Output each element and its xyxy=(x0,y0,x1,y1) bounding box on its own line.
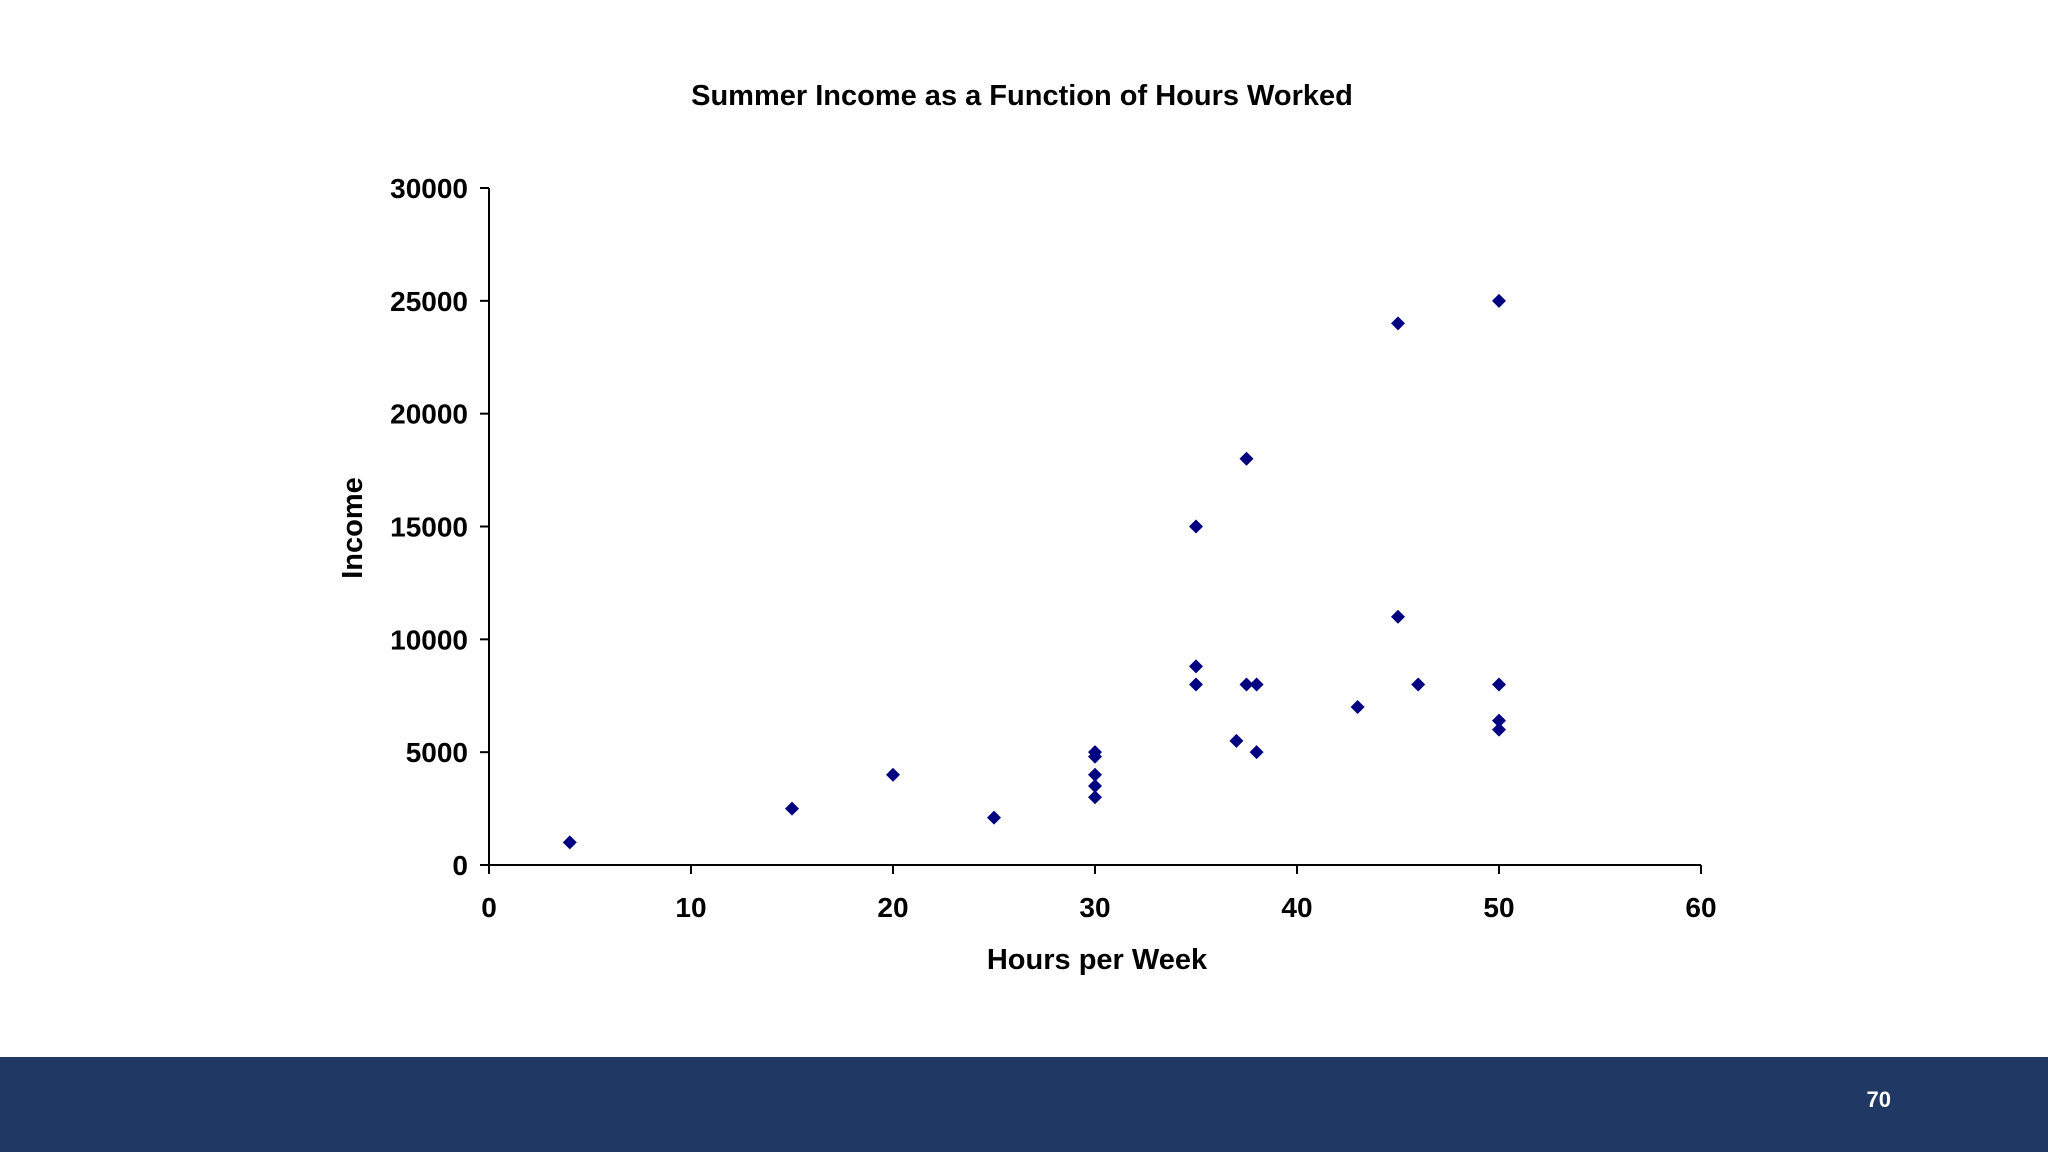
x-tick-label: 60 xyxy=(1685,892,1716,923)
y-tick-label: 15000 xyxy=(390,512,468,543)
x-tick-label: 50 xyxy=(1483,892,1514,923)
data-point xyxy=(1088,779,1102,794)
data-point xyxy=(562,835,577,850)
x-tick-label: 40 xyxy=(1281,892,1312,923)
data-point xyxy=(1088,745,1102,760)
data-point xyxy=(1249,677,1264,692)
data-point xyxy=(1189,677,1203,692)
y-tick-label: 0 xyxy=(452,850,468,881)
data-point xyxy=(1391,609,1405,624)
data-point xyxy=(1088,767,1102,782)
data-point xyxy=(1350,700,1365,715)
data-point xyxy=(1088,790,1102,805)
x-tick-label: 0 xyxy=(481,892,497,923)
data-points xyxy=(562,293,1506,850)
data-point xyxy=(1492,722,1506,737)
page-number: 70 xyxy=(1866,1087,1891,1112)
data-point xyxy=(785,801,799,816)
data-point xyxy=(1492,293,1506,308)
y-tick-label: 5000 xyxy=(406,737,468,768)
scatter-chart: Summer Income as a Function of Hours Wor… xyxy=(337,80,1717,976)
data-point xyxy=(1249,745,1264,760)
y-tick-label: 30000 xyxy=(390,173,468,204)
chart-title: Summer Income as a Function of Hours Wor… xyxy=(691,80,1353,112)
data-point xyxy=(1391,316,1405,331)
y-tick-label: 20000 xyxy=(390,399,468,430)
y-axis-ticks: 0 5000 10000 15000 20000 25000 30000 xyxy=(390,173,489,881)
data-point xyxy=(1239,677,1254,692)
x-tick-label: 20 xyxy=(877,892,908,923)
data-point xyxy=(1239,451,1254,466)
x-axis-ticks: 0 10 20 30 40 50 60 xyxy=(481,865,1717,923)
x-tick-label: 10 xyxy=(675,892,706,923)
data-point xyxy=(1189,519,1203,534)
data-point xyxy=(987,810,1001,825)
data-point xyxy=(1411,677,1426,692)
data-point xyxy=(1189,659,1203,674)
data-point xyxy=(886,767,900,782)
x-axis-title: Hours per Week xyxy=(987,944,1208,976)
data-point xyxy=(1492,677,1506,692)
y-axis-title: Income xyxy=(337,477,369,579)
x-tick-label: 30 xyxy=(1079,892,1110,923)
data-point xyxy=(1492,713,1506,728)
footer-bar: 70 xyxy=(0,1057,2048,1152)
y-tick-label: 25000 xyxy=(390,286,468,317)
y-tick-label: 10000 xyxy=(390,624,468,655)
data-point xyxy=(1229,733,1244,748)
